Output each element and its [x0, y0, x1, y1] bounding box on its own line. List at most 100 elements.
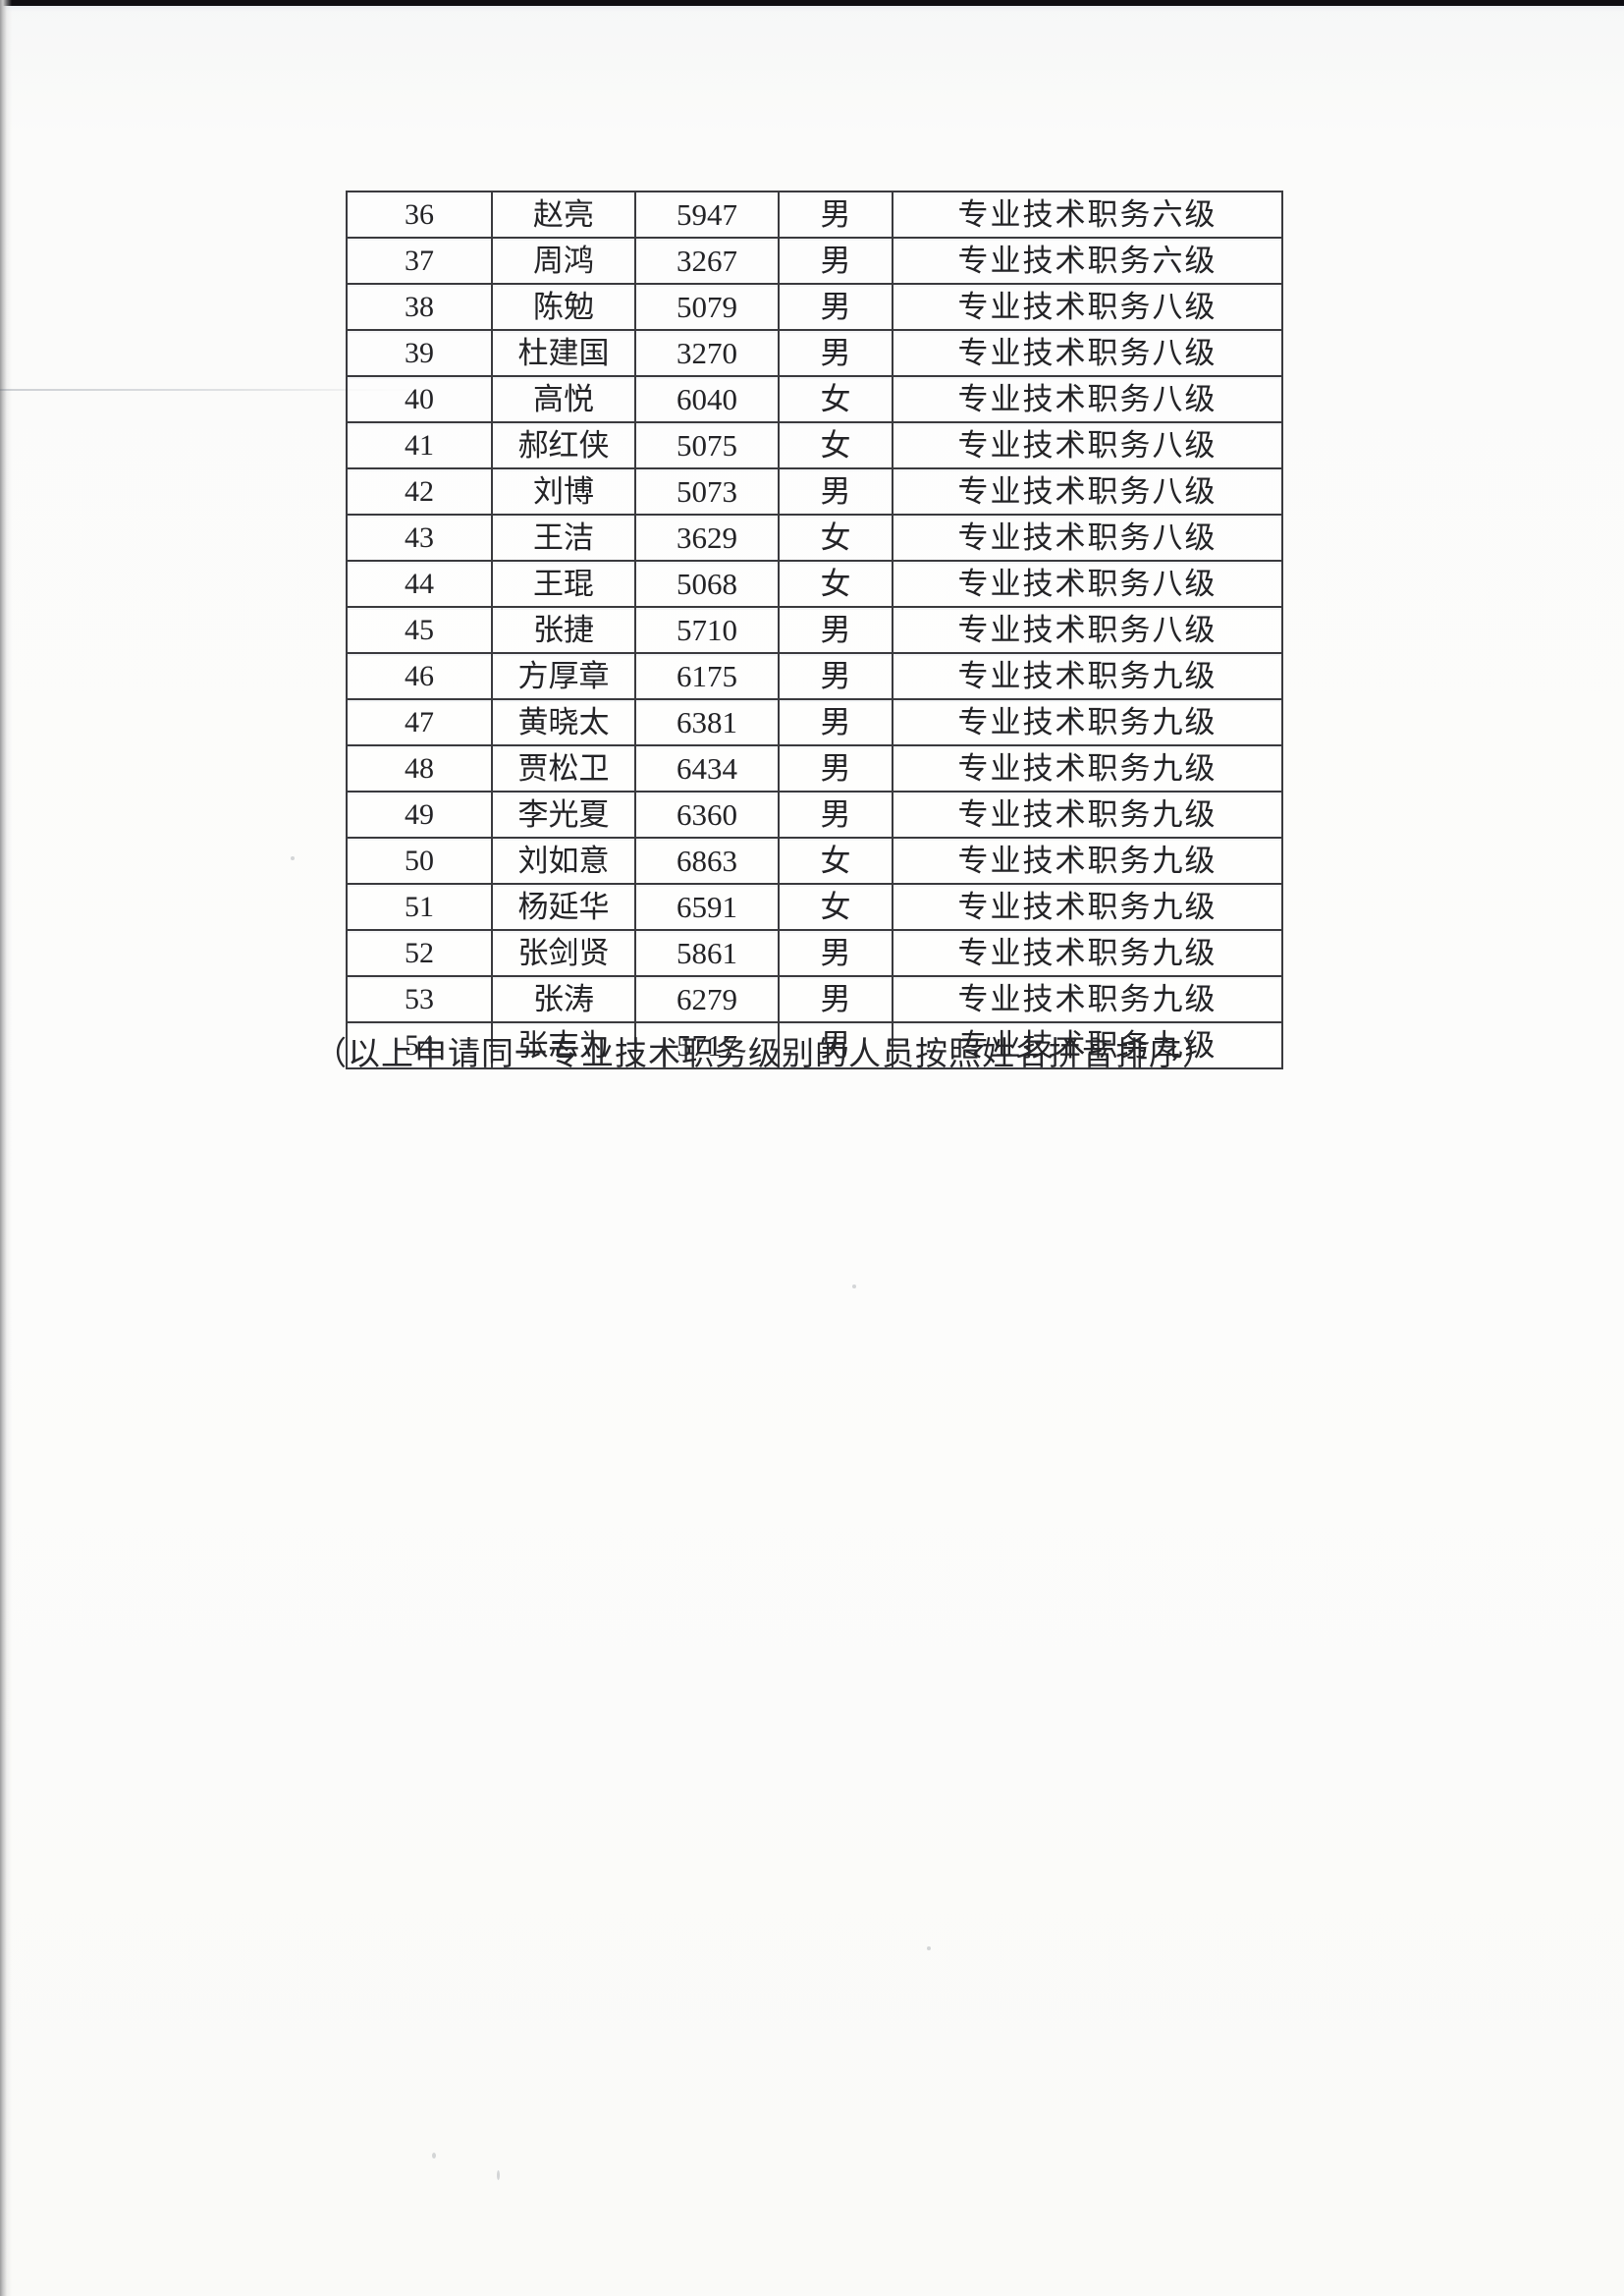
- cell-id-number: 5710: [634, 606, 780, 654]
- scan-edge-top-bar: [0, 0, 1624, 6]
- cell-row-number: 48: [346, 744, 493, 793]
- cell-position-level: 专业技术职务九级: [892, 837, 1283, 885]
- cell-name: 刘如意: [491, 837, 636, 885]
- cell-id-number: 5861: [634, 929, 780, 977]
- cell-id-number: 5079: [634, 283, 780, 331]
- cell-gender: 男: [778, 791, 893, 839]
- cell-row-number: 36: [346, 191, 493, 239]
- cell-gender: 男: [778, 1021, 893, 1069]
- table-row: 50 刘如意 6863 女专业技术职务九级: [346, 837, 1283, 885]
- cell-position-level: 专业技术职务八级: [892, 606, 1283, 654]
- cell-gender: 女: [778, 375, 893, 423]
- cell-position-level: 专业技术职务九级: [892, 929, 1283, 977]
- cell-gender: 男: [778, 467, 893, 516]
- table-row: 44 王琨 5068 女专业技术职务八级: [346, 560, 1283, 608]
- cell-id-number: 3267: [634, 237, 780, 285]
- cell-position-level: 专业技术职务八级: [892, 560, 1283, 608]
- scan-speck: [852, 1285, 856, 1288]
- cell-gender: 男: [778, 237, 893, 285]
- cell-id-number: 6360: [634, 791, 780, 839]
- scan-edge-left-strip: [0, 0, 12, 2296]
- cell-gender: 男: [778, 191, 893, 239]
- cell-row-number: 41: [346, 421, 493, 469]
- cell-position-level: 专业技术职务九级: [892, 652, 1283, 700]
- cell-name: 方厚章: [491, 652, 636, 700]
- table-row: 48 贾松卫 6434 男专业技术职务九级: [346, 744, 1283, 793]
- table-row: 43 王洁 3629 女专业技术职务八级: [346, 514, 1283, 562]
- cell-position-level: 专业技术职务八级: [892, 283, 1283, 331]
- cell-row-number: 51: [346, 883, 493, 931]
- table-row: 39 杜建国 3270 男专业技术职务八级: [346, 329, 1283, 377]
- cell-row-number: 53: [346, 975, 493, 1023]
- cell-row-number: 50: [346, 837, 493, 885]
- cell-row-number: 44: [346, 560, 493, 608]
- cell-id-number: 5068: [634, 560, 780, 608]
- table-row: 53 张涛 6279 男专业技术职务九级: [346, 975, 1283, 1023]
- scan-edge-top-tint: [0, 6, 1624, 12]
- cell-position-level: 专业技术职务六级: [892, 191, 1283, 239]
- cell-name: 郝红侠: [491, 421, 636, 469]
- scan-speck: [497, 2170, 500, 2180]
- cell-id-number: 6175: [634, 652, 780, 700]
- scan-speck: [432, 2153, 436, 2159]
- table-row: 51 杨延华 6591 女专业技术职务九级: [346, 883, 1283, 931]
- cell-row-number: 49: [346, 791, 493, 839]
- cell-id-number: 6279: [634, 975, 780, 1023]
- table-row: 46 方厚章 6175 男专业技术职务九级: [346, 652, 1283, 700]
- cell-gender: 男: [778, 698, 893, 746]
- table-row: 42 刘博 5073 男专业技术职务八级: [346, 467, 1283, 516]
- cell-gender: 女: [778, 421, 893, 469]
- cell-row-number: 45: [346, 606, 493, 654]
- cell-gender: 男: [778, 606, 893, 654]
- cell-row-number: 38: [346, 283, 493, 331]
- cell-name: 刘博: [491, 467, 636, 516]
- cell-position-level: 专业技术职务九级: [892, 975, 1283, 1023]
- cell-name: 张涛: [491, 975, 636, 1023]
- cell-id-number: 5073: [634, 467, 780, 516]
- cell-name: 陈勉: [491, 283, 636, 331]
- cell-id-number: 6381: [634, 698, 780, 746]
- cell-row-number: 46: [346, 652, 493, 700]
- cell-gender: 女: [778, 560, 893, 608]
- cell-name: 张捷: [491, 606, 636, 654]
- cell-gender: 男: [778, 329, 893, 377]
- table-row: 40 高悦 6040 女专业技术职务八级: [346, 375, 1283, 423]
- personnel-table-body: 36 赵亮 5947 男专业技术职务六级 37 周鸿 3267 男专业技术职务六级 38 陈勉 50…: [346, 191, 1283, 1069]
- cell-position-level: 专业技术职务八级: [892, 514, 1283, 562]
- cell-name: 黄晓太: [491, 698, 636, 746]
- cell-name: 张志为: [491, 1021, 636, 1069]
- cell-position-level: 专业技术职务九级: [892, 1021, 1283, 1069]
- cell-position-level: 专业技术职务九级: [892, 698, 1283, 746]
- cell-position-level: 专业技术职务九级: [892, 744, 1283, 793]
- cell-id-number: 6591: [634, 883, 780, 931]
- cell-gender: 女: [778, 883, 893, 931]
- cell-gender: 男: [778, 283, 893, 331]
- table-row: 37 周鸿 3267 男专业技术职务六级: [346, 237, 1283, 285]
- cell-row-number: 47: [346, 698, 493, 746]
- table-row: 41 郝红侠 5075 女专业技术职务八级: [346, 421, 1283, 469]
- table-row: 52 张剑贤 5861 男专业技术职务九级: [346, 929, 1283, 977]
- cell-id-number: 3270: [634, 329, 780, 377]
- table-row: 54 张志为 5717 男专业技术职务九级: [346, 1021, 1283, 1069]
- cell-row-number: 39: [346, 329, 493, 377]
- cell-position-level: 专业技术职务八级: [892, 421, 1283, 469]
- table-row: 49 李光夏 6360 男专业技术职务九级: [346, 791, 1283, 839]
- cell-gender: 女: [778, 514, 893, 562]
- sorting-footnote: （以上申请同一专业技术职务级别的人员按照姓名拼音排序）: [314, 1037, 1216, 1072]
- cell-id-number: 5075: [634, 421, 780, 469]
- table-row: 38 陈勉 5079 男专业技术职务八级: [346, 283, 1283, 331]
- cell-position-level: 专业技术职务九级: [892, 883, 1283, 931]
- cell-row-number: 54: [346, 1021, 493, 1069]
- cell-row-number: 37: [346, 237, 493, 285]
- cell-position-level: 专业技术职务九级: [892, 791, 1283, 839]
- paper-crease-line: [0, 389, 432, 391]
- cell-id-number: 3629: [634, 514, 780, 562]
- cell-gender: 男: [778, 744, 893, 793]
- cell-name: 王琨: [491, 560, 636, 608]
- cell-position-level: 专业技术职务八级: [892, 375, 1283, 423]
- cell-name: 贾松卫: [491, 744, 636, 793]
- cell-id-number: 6040: [634, 375, 780, 423]
- table-row: 36 赵亮 5947 男专业技术职务六级: [346, 191, 1283, 239]
- cell-row-number: 42: [346, 467, 493, 516]
